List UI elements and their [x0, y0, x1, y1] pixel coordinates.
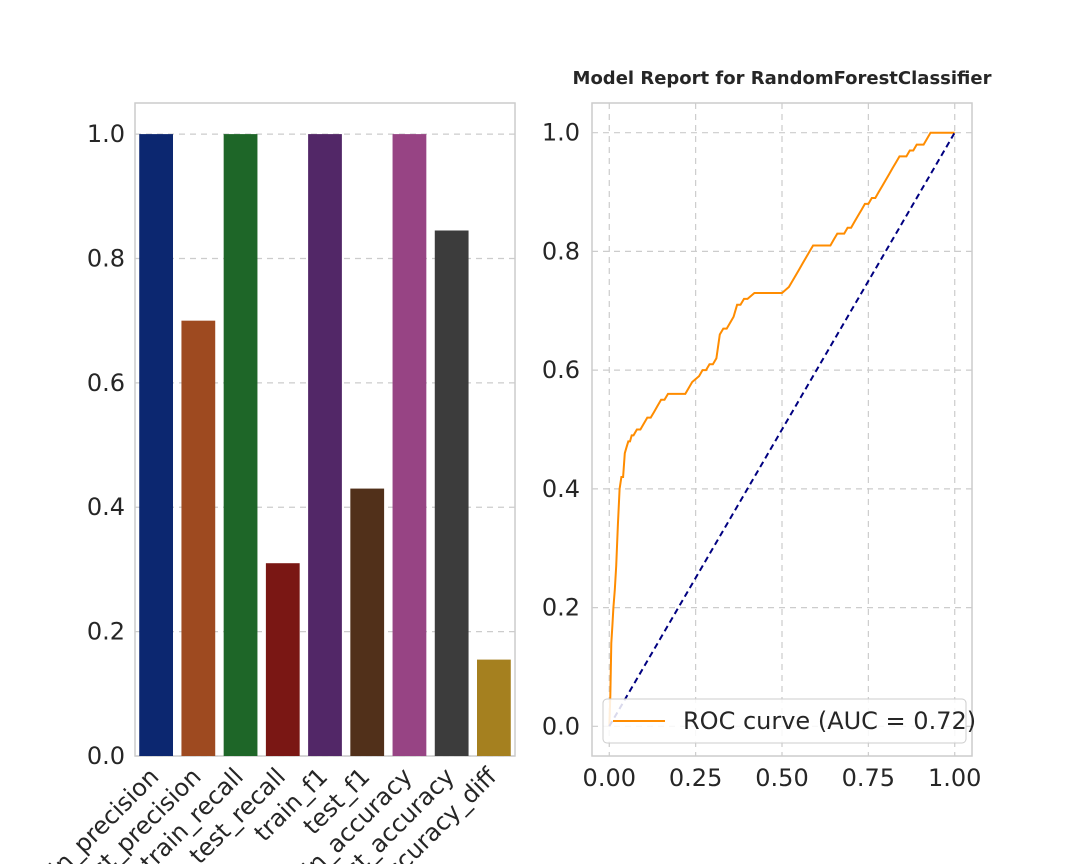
roc-y-tick-label: 0.0: [542, 712, 580, 740]
bar-chart-x-tick-labels: train_precisiontest_precisiontrain_recal…: [20, 762, 502, 864]
bar-y-tick-label: 1.0: [87, 120, 125, 148]
bar-y-tick-label: 0.4: [87, 493, 125, 521]
roc-x-tick-label: 0.50: [755, 764, 808, 792]
bar-y-tick-label: 0.0: [87, 742, 125, 770]
bar-chart-bars: [139, 134, 511, 757]
bar-train_f1: [308, 134, 342, 757]
roc-y-tick-label: 1.0: [542, 119, 580, 147]
roc-legend-box: [602, 698, 967, 744]
roc-y-tick-label: 0.2: [542, 594, 580, 622]
bar-train_accuracy: [392, 134, 427, 757]
roc-curve-line: [608, 131, 955, 727]
roc-chart-lines: [608, 131, 956, 727]
bar-y-tick-label: 0.8: [87, 244, 125, 272]
roc-chart-y-tick-labels: 0.0 0.2 0.4 0.6 0.8 1.0: [542, 119, 580, 741]
bar-train_recall: [223, 134, 258, 757]
roc-legend-label: ROC curve (AUC = 0.72): [683, 707, 976, 735]
bar-test_recall: [265, 563, 300, 756]
bar-test_precision: [181, 320, 216, 756]
roc-chart-x-tick-labels: 0.00 0.25 0.50 0.75 1.00: [583, 764, 982, 792]
roc-x-tick-label: 1.00: [928, 764, 981, 792]
roc-legend: ROC curve (AUC = 0.72): [602, 698, 976, 744]
roc-x-tick-label: 0.75: [842, 764, 895, 792]
roc-x-tick-label: 0.00: [583, 764, 636, 792]
bar-y-tick-label: 0.2: [87, 618, 125, 646]
roc-x-tick-label: 0.25: [669, 764, 722, 792]
bar-train_precision: [139, 134, 173, 757]
bar-accuracy_diff: [477, 659, 511, 756]
roc-chart-title: Model Report for RandomForestClassifier: [573, 68, 992, 89]
roc-chart-panel: Model Report for RandomForestClassifier …: [542, 68, 992, 792]
bar-y-tick-label: 0.6: [87, 369, 125, 397]
bar-chart-panel: 0.0 0.2 0.4 0.6 0.8 1.0 train_precisiontest_p…: [20, 102, 516, 864]
roc-y-tick-label: 0.4: [542, 475, 580, 503]
bar-test_accuracy: [434, 230, 469, 756]
bar-test_f1: [350, 488, 385, 756]
roc-y-tick-label: 0.8: [542, 237, 580, 265]
roc-y-tick-label: 0.6: [542, 356, 580, 384]
chance-diagonal-line: [608, 132, 956, 727]
bar-chart-y-tick-labels: 0.0 0.2 0.4 0.6 0.8 1.0: [87, 120, 125, 770]
